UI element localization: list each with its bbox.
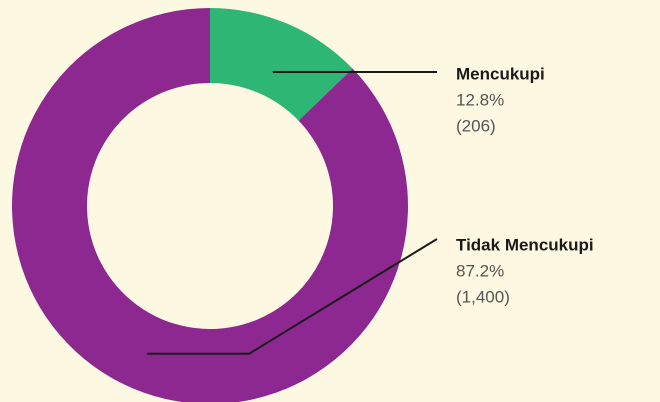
leader-line bbox=[147, 238, 438, 355]
slice-count: (206) bbox=[456, 116, 496, 135]
slice-percent: 87.2% bbox=[456, 261, 504, 280]
slice-percent: 12.8% bbox=[456, 90, 504, 109]
slice-label: Tidak Mencukupi bbox=[456, 235, 594, 254]
slice-count: (1,400) bbox=[456, 287, 510, 306]
donut-slice bbox=[210, 8, 353, 121]
slice-label: Mencukupi bbox=[456, 64, 545, 83]
donut-slice bbox=[12, 8, 408, 402]
